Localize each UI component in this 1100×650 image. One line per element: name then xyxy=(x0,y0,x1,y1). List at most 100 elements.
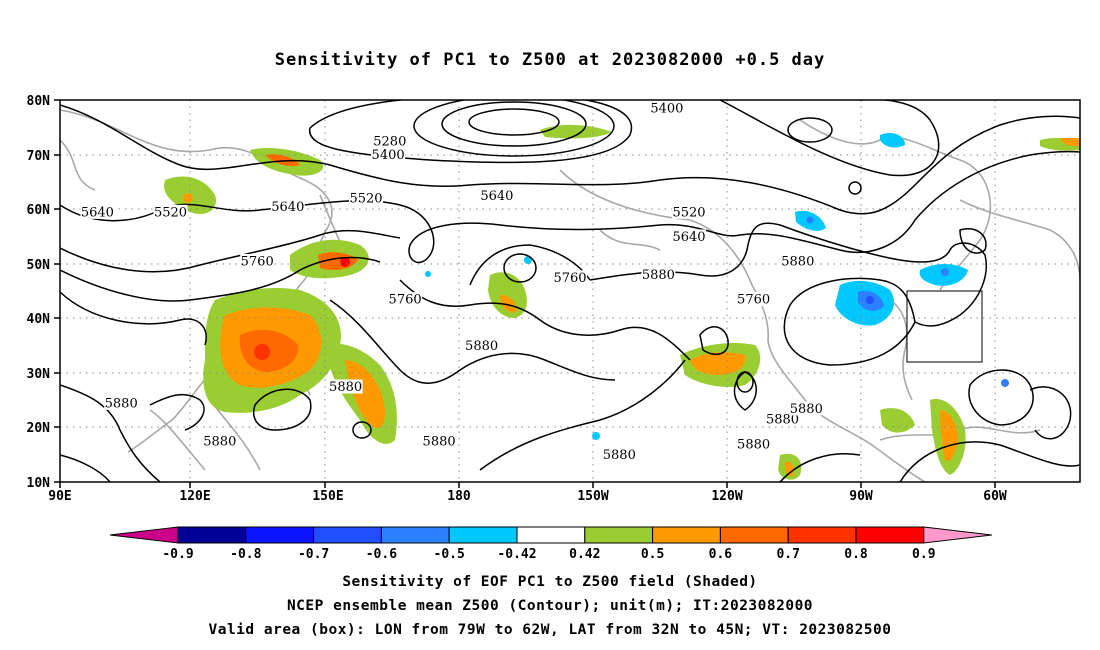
contour-label-bg xyxy=(349,191,383,206)
colorbar-label: 0.9 xyxy=(912,547,935,562)
coastlines xyxy=(60,109,1080,482)
contour-label-bg xyxy=(479,188,514,203)
contour-label-bg xyxy=(464,338,499,353)
colorbar-segment xyxy=(855,526,925,544)
lon-tick-label: 120W xyxy=(711,489,742,504)
colorbar-segment xyxy=(380,526,450,544)
colorbar-segment xyxy=(177,526,247,544)
contour-label: 5760 xyxy=(389,293,422,308)
lat-tick-label: 50N xyxy=(27,258,51,273)
lat-tick-label: 10N xyxy=(27,476,51,491)
contour-label: 5880 xyxy=(465,339,498,354)
contour-label: 5880 xyxy=(105,396,138,411)
colorbar-segment xyxy=(245,526,315,544)
contour-label: 5880 xyxy=(603,448,636,463)
contour-label: 5640 xyxy=(271,200,304,215)
contour-label: 5880 xyxy=(766,413,799,428)
contour-label: 5520 xyxy=(672,205,705,220)
lat-tick-label: 80N xyxy=(27,94,51,109)
colorbar-label: -0.6 xyxy=(366,547,397,562)
lat-tick-label: 60N xyxy=(27,203,51,218)
lon-tick-label: 60W xyxy=(983,489,1007,504)
lon-tick-label: 180 xyxy=(447,489,471,504)
plot-title: Sensitivity of PC1 to Z500 at 2023082000… xyxy=(274,50,826,70)
contour-label: 5880 xyxy=(737,437,770,452)
lat-tick-label: 70N xyxy=(27,149,51,164)
colorbar-segment xyxy=(448,526,518,544)
contour-label-bg xyxy=(672,204,706,219)
lon-tick-label: 150W xyxy=(577,489,608,504)
colorbar-label: -0.42 xyxy=(497,547,536,562)
contour-label-bg xyxy=(736,292,771,307)
contour-label: 5760 xyxy=(553,271,586,286)
colorbar: -0.9 -0.8 -0.7 -0.6 -0.5 -0.42 0.42 0.5 0.6 0.7 0.… xyxy=(109,526,992,562)
contour-label: 5640 xyxy=(672,230,705,245)
contour-label: 5880 xyxy=(203,435,236,450)
contour-label: 5760 xyxy=(241,254,274,269)
contour-label: 5880 xyxy=(781,254,814,269)
colorbar-segment xyxy=(516,526,586,544)
colorbar-label: -0.9 xyxy=(162,547,193,562)
contour-label: 5520 xyxy=(154,205,187,220)
colorbar-segment xyxy=(719,526,789,544)
contour-label: 5640 xyxy=(480,189,513,204)
colorbar-label: -0.7 xyxy=(298,547,329,562)
contour-label-bg xyxy=(372,133,407,148)
contour-label-bg xyxy=(649,101,684,116)
lon-tick-label: 120E xyxy=(179,489,210,504)
contour-label-bg xyxy=(104,395,139,410)
contour-label-bg xyxy=(602,447,637,462)
colorbar-label: -0.5 xyxy=(434,547,465,562)
colorbar-segment xyxy=(584,526,654,544)
contour-label-bg xyxy=(789,401,824,416)
contour-label-bg xyxy=(153,204,188,219)
contour-label-bg xyxy=(371,147,406,162)
caption-line-2: NCEP ensemble mean Z500 (Contour); unit(… xyxy=(286,598,814,614)
contour-label: 5880 xyxy=(790,402,823,417)
colorbar-segment xyxy=(787,526,857,544)
lat-axis xyxy=(54,99,60,483)
lat-tick-label: 30N xyxy=(27,367,51,382)
colorbar-label: -0.8 xyxy=(230,547,261,562)
contour-label-bg xyxy=(240,253,275,268)
contour-label: 5640 xyxy=(81,205,114,220)
contour-label: 5520 xyxy=(349,192,382,207)
contour-label-bg xyxy=(765,412,800,427)
colorbar-segment xyxy=(313,526,382,544)
contour-label-bg xyxy=(388,292,423,307)
contour-label-bg xyxy=(780,253,815,268)
lon-tick-label: 90W xyxy=(849,489,873,504)
lat-lon-grid xyxy=(60,100,1080,482)
valid-area-box xyxy=(906,290,983,363)
colorbar-low-extension xyxy=(109,526,179,544)
contour-label-bg xyxy=(553,270,587,285)
lat-tick-label: 20N xyxy=(27,421,51,436)
contour-label-bg xyxy=(270,199,305,214)
contour-label: 5400 xyxy=(372,148,405,163)
colorbar-label: 0.7 xyxy=(776,547,799,562)
contour-label: 5880 xyxy=(423,435,456,450)
contour-label: 5880 xyxy=(642,268,675,283)
lat-tick-label: 40N xyxy=(27,312,51,327)
colorbar-label: 0.5 xyxy=(641,547,664,562)
contour-label-bg xyxy=(80,204,115,219)
contour-label-bg xyxy=(672,229,706,244)
contour-label-bg xyxy=(641,267,676,282)
contour-label: 5880 xyxy=(329,380,362,395)
colorbar-high-extension xyxy=(923,526,992,544)
lon-axis xyxy=(59,482,996,488)
contour-label: 5400 xyxy=(650,102,683,117)
contour-label: 5280 xyxy=(373,134,406,149)
contour-label: 5760 xyxy=(737,293,770,308)
contour-label-bg xyxy=(736,436,771,451)
z500-contours xyxy=(60,100,1080,482)
caption-line-3: Valid area (box): LON from 79W to 62W, L… xyxy=(208,622,892,638)
contour-label-bg xyxy=(202,434,237,449)
colorbar-label: 0.6 xyxy=(709,547,733,562)
contour-label-bg xyxy=(328,379,363,394)
colorbar-label: 0.8 xyxy=(844,547,868,562)
lon-tick-label: 90E xyxy=(48,489,71,504)
caption-line-1: Sensitivity of EOF PC1 to Z500 field (Sh… xyxy=(342,574,758,590)
